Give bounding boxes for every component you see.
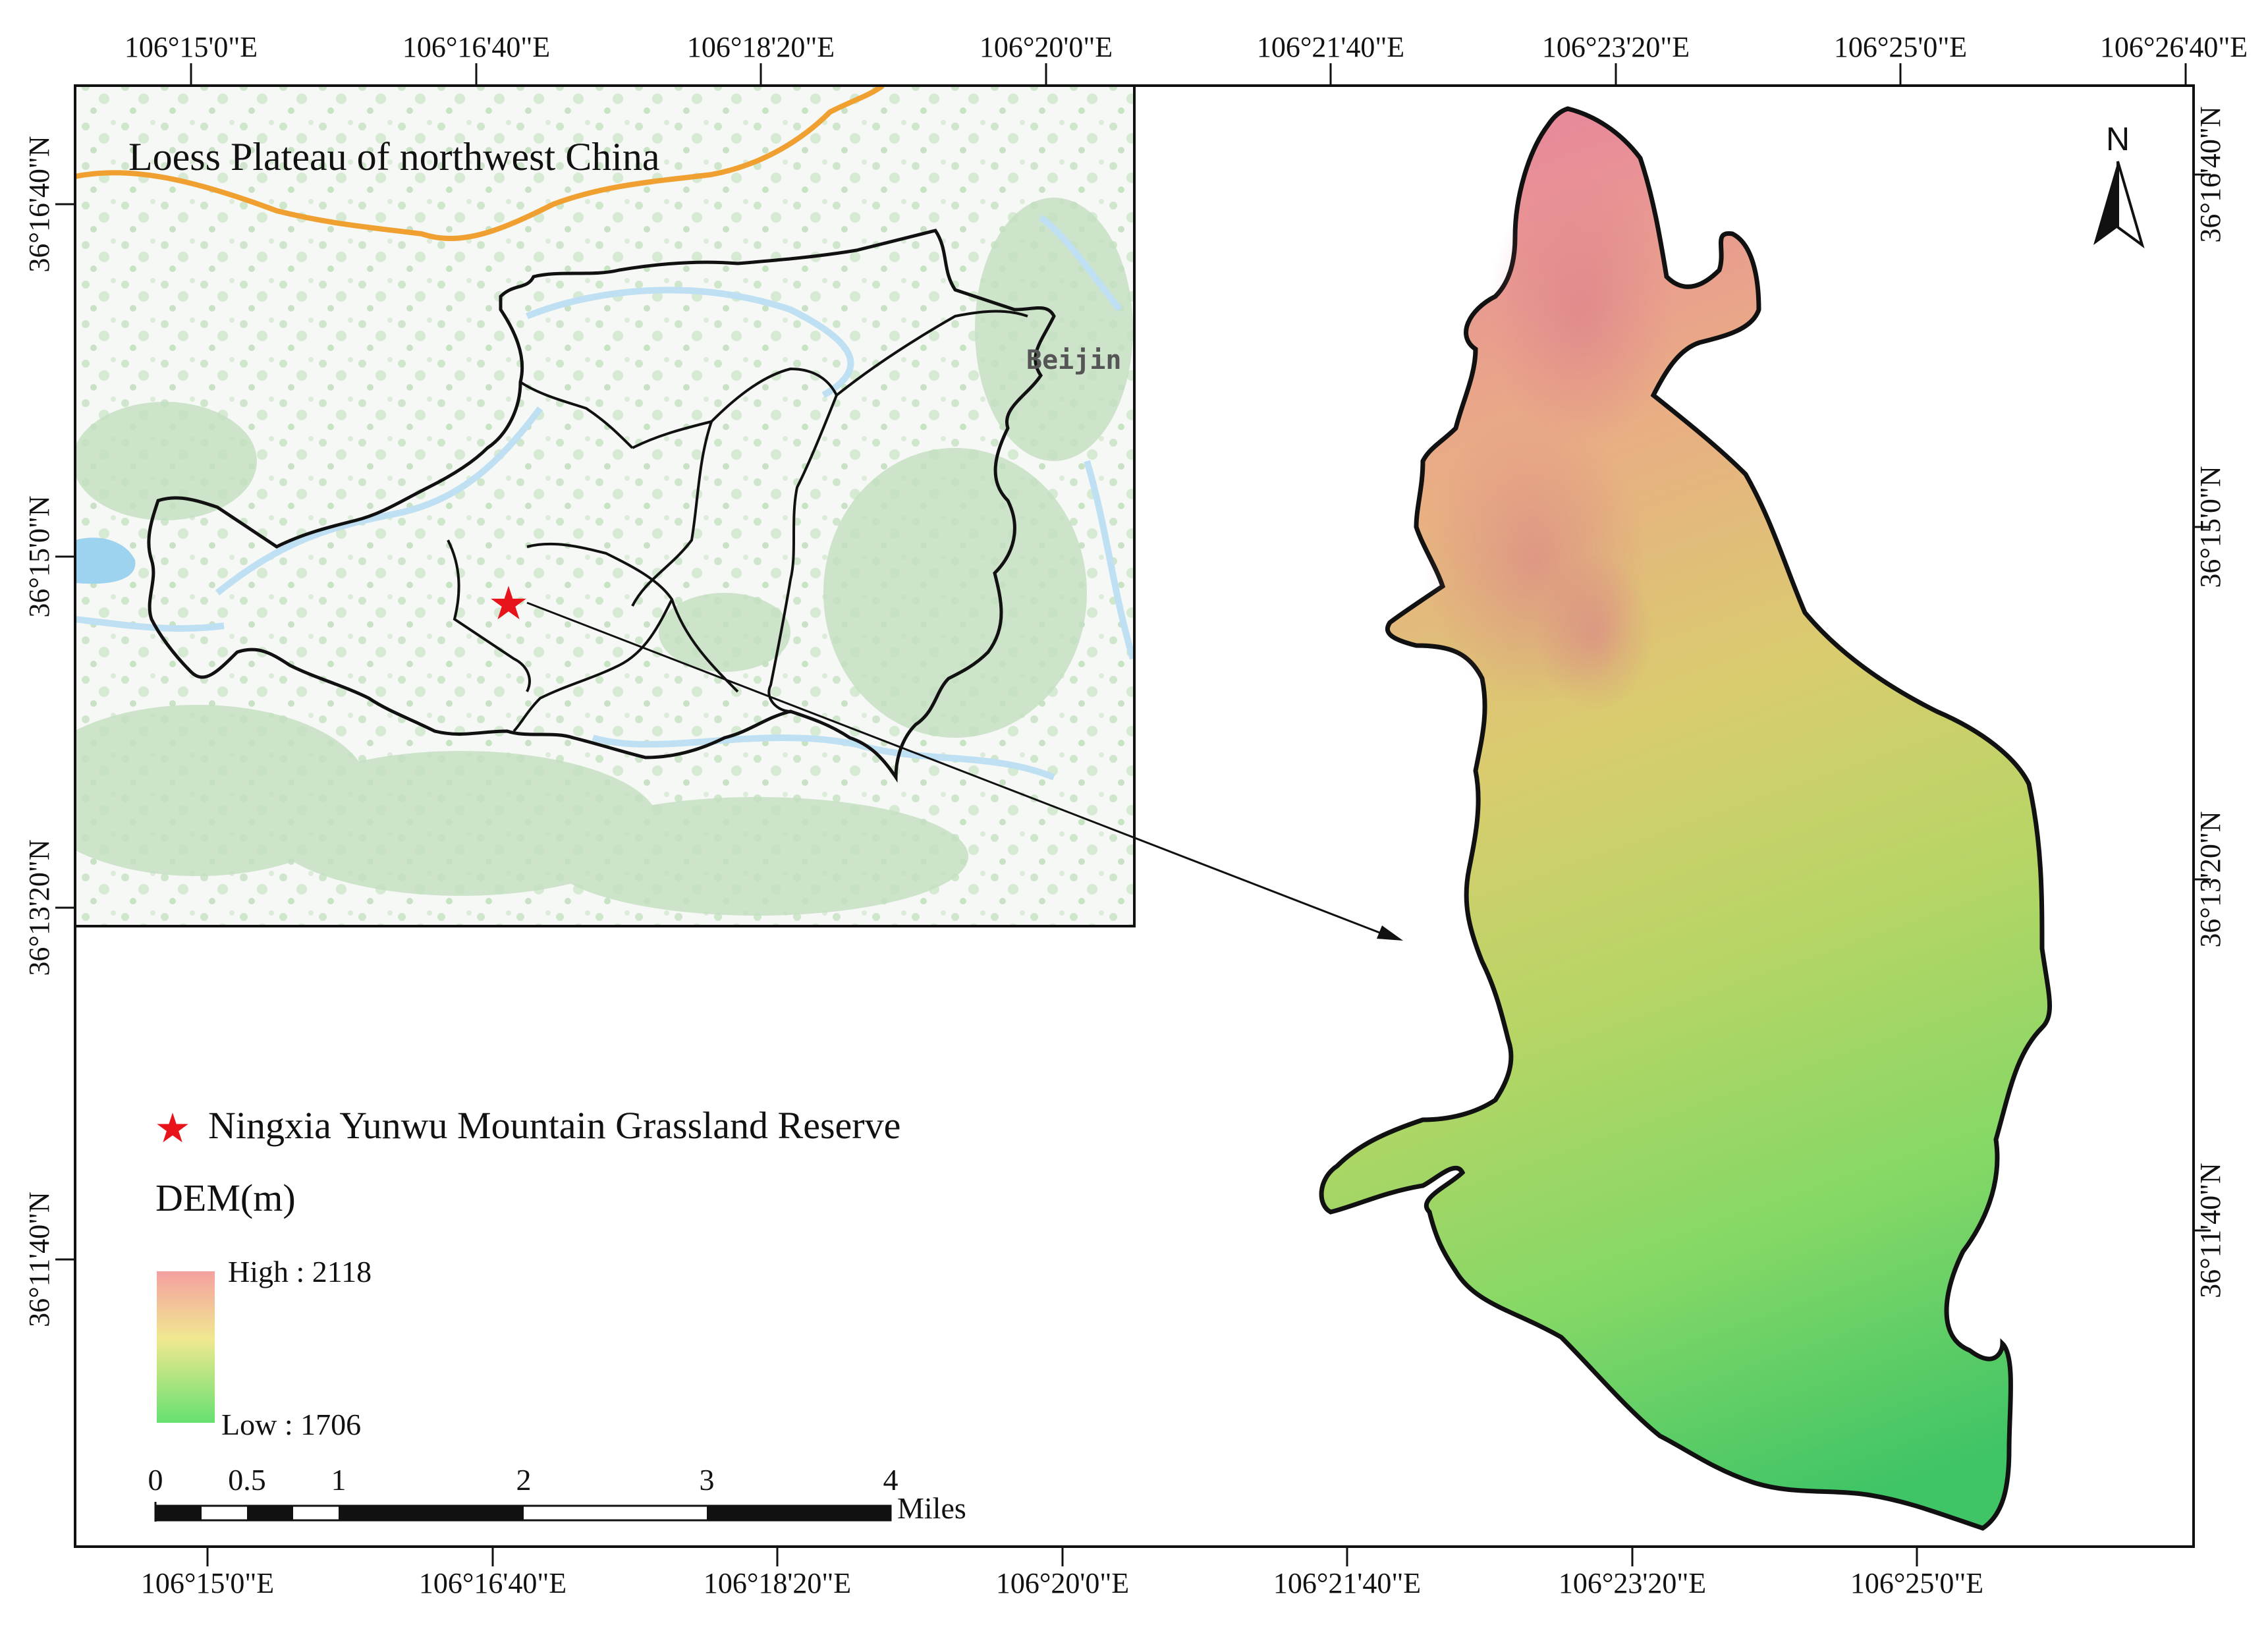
dem-study-area (1319, 106, 2053, 1531)
loess-plateau-boundary (147, 229, 1056, 783)
scale-tick-label: 0 (148, 1463, 163, 1497)
scale-tick-label: 1 (331, 1463, 346, 1497)
legend-dem-title: DEM(m) (155, 1176, 296, 1219)
reserve-star-inset: ★ (488, 576, 530, 630)
province-boundaries (447, 310, 1028, 732)
top-ticks (190, 63, 2187, 86)
north-arrow: N (2093, 121, 2145, 249)
inset-title: Loess Plateau of northwest China (128, 135, 660, 179)
inset-frame (74, 84, 1136, 927)
lon-label-bottom: 106°16'40"E (419, 1567, 567, 1599)
city-label: Beijin (1026, 345, 1122, 375)
left-latitude-labels: 36°16'40"N 36°15'0"N 36°13'20"N 36°11'40… (23, 136, 55, 1327)
lon-label-bottom: 106°23'20"E (1559, 1567, 1706, 1599)
lon-label-bottom: 106°25'0"E (1850, 1567, 1983, 1599)
scale-tick-label: 2 (516, 1463, 532, 1497)
orange-boundary (75, 86, 885, 241)
north-arrow-icon (2093, 161, 2118, 245)
scale-tick-label: 4 (883, 1463, 899, 1497)
lon-label-top: 106°20'0"E (980, 31, 1113, 63)
inset-map: ★ Loess Plateau of northwest China Beiji… (74, 84, 1136, 927)
lon-label-top: 106°25'0"E (1834, 31, 1967, 63)
scale-tick-label: 0.5 (228, 1463, 266, 1497)
legend-high-label: High : 2118 (228, 1255, 372, 1288)
lon-label-top: 106°21'40"E (1257, 31, 1404, 63)
bottom-longitude-labels: 106°15'0"E 106°16'40"E 106°18'20"E 106°2… (141, 1567, 1983, 1599)
dem-color-ramp (157, 1271, 215, 1423)
scale-unit: Miles (897, 1491, 966, 1525)
lat-label-left: 36°16'40"N (23, 136, 55, 272)
lon-label-top: 106°15'0"E (124, 31, 258, 63)
north-label: N (2106, 121, 2130, 157)
lon-label-top: 106°18'20"E (687, 31, 835, 63)
right-ticks (2194, 173, 2211, 1232)
bottom-ticks (206, 1547, 1918, 1566)
reserve-star-icon: ★ (154, 1104, 191, 1152)
lon-label-bottom: 106°20'0"E (996, 1567, 1129, 1599)
lat-label-left: 36°11'40"N (23, 1192, 55, 1327)
legend: ★ Ningxia Yunwu Mountain Grassland Reser… (154, 1104, 900, 1441)
legend-reserve-label: Ningxia Yunwu Mountain Grassland Reserve (208, 1104, 900, 1147)
left-ticks (55, 203, 75, 1261)
lon-label-top: 106°23'20"E (1542, 31, 1690, 63)
lat-label-left: 36°13'20"N (23, 839, 55, 976)
scale-bar: 0 0.5 1 2 3 4 Miles (148, 1463, 966, 1525)
lat-label-left: 36°15'0"N (23, 495, 55, 617)
lon-label-top: 106°26'40"E (2100, 31, 2248, 63)
connector-arrow (526, 601, 1403, 941)
right-latitude-labels: 36°16'40"N 36°15'0"N 36°13'20"N 36°11'40… (2194, 106, 2227, 1298)
lon-label-bottom: 106°18'20"E (704, 1567, 851, 1599)
lon-label-top: 106°16'40"E (402, 31, 550, 63)
scale-tick-label: 3 (700, 1463, 715, 1497)
top-longitude-labels: 106°15'0"E 106°16'40"E 106°18'20"E 106°2… (124, 31, 2248, 63)
lon-label-bottom: 106°21'40"E (1273, 1567, 1421, 1599)
lake (75, 538, 136, 584)
lon-label-bottom: 106°15'0"E (141, 1567, 274, 1599)
legend-low-label: Low : 1706 (221, 1408, 361, 1441)
